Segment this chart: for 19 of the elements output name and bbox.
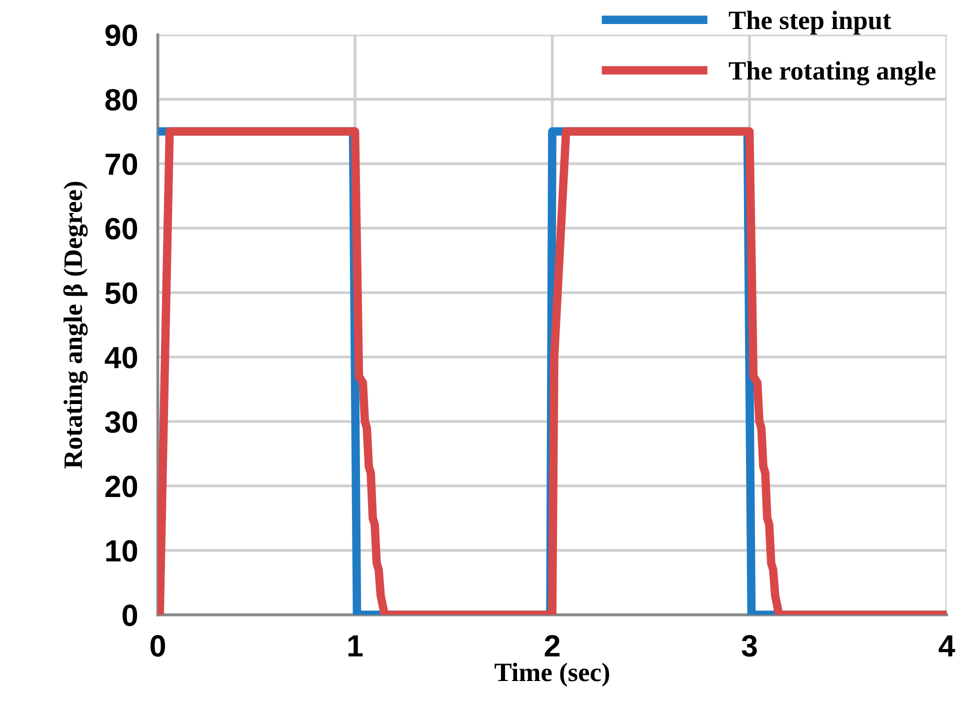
y-tick-label: 10: [106, 540, 138, 562]
x-tick-label: 2: [544, 635, 560, 656]
x-tick-label: 0: [150, 635, 166, 657]
x-tick-label: 1: [348, 635, 363, 656]
x-axis-title: Time (sec): [494, 662, 610, 687]
y-tick-label: 20: [105, 476, 138, 498]
x-tick-label: 3: [742, 635, 757, 657]
y-tick-label: 90: [105, 24, 138, 46]
y-tick-label: 60: [105, 218, 138, 240]
y-axis-title: Rotating angle β (Degree): [63, 182, 88, 468]
x-tick-label: 4: [938, 635, 956, 656]
legend-label: The step input: [728, 10, 892, 35]
y-tick-label: 0: [122, 604, 138, 626]
y-tick-label: 50: [105, 282, 138, 304]
y-tick-label: 80: [105, 88, 138, 111]
y-tick-label: 30: [105, 411, 138, 433]
legend-label: The rotating angle: [728, 61, 936, 86]
y-tick-label: 40: [104, 346, 138, 368]
y-tick-label: 70: [106, 153, 138, 176]
